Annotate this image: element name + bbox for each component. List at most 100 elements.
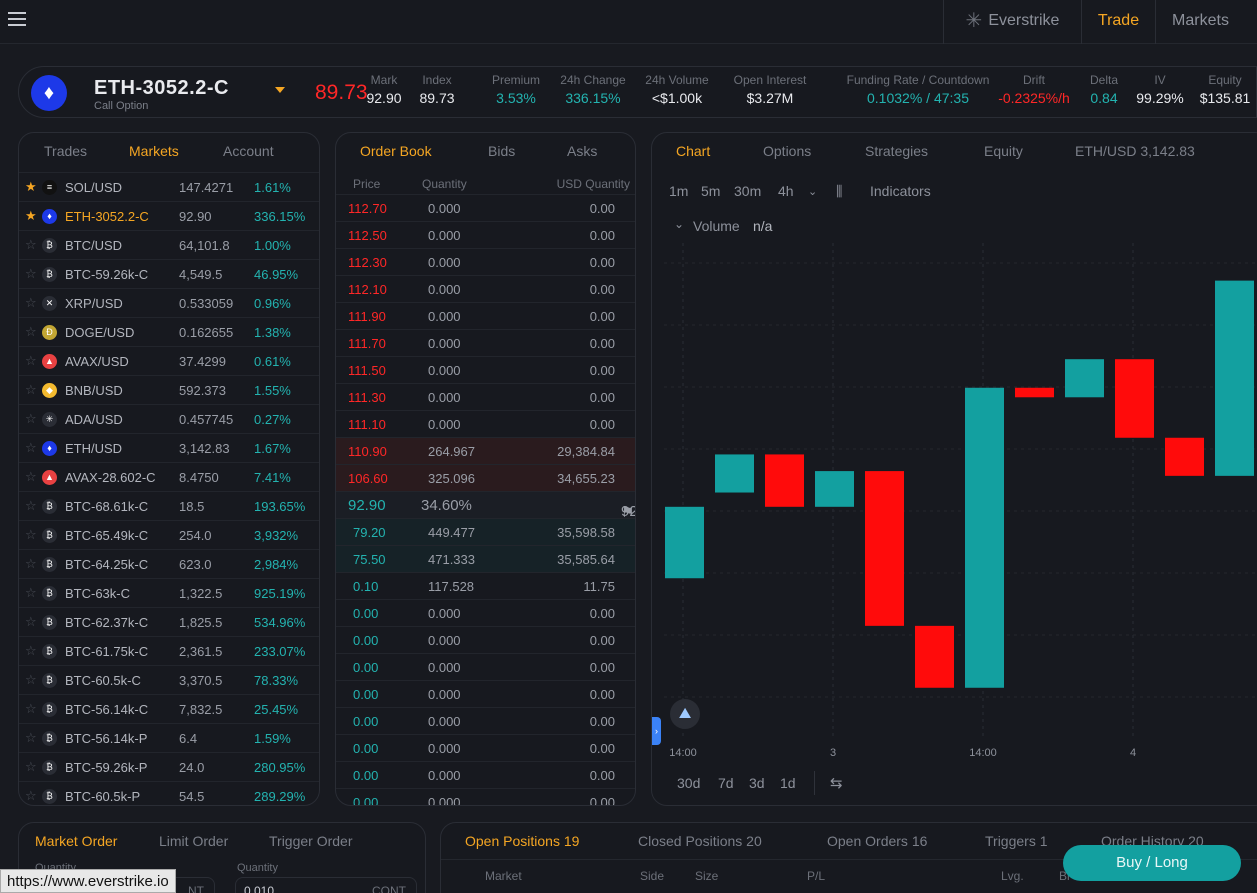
market-row[interactable]: ☆ ₿ BTC-59.26k-P 24.0 280.95% <box>19 752 319 781</box>
bid-row[interactable]: 75.50 471.333 35,585.64 <box>336 545 635 572</box>
tab-order-book[interactable]: Order Book <box>360 143 432 159</box>
star-icon[interactable]: ★ <box>25 179 37 194</box>
candle[interactable] <box>1115 359 1154 438</box>
bid-row[interactable]: 0.00 0.000 0.00 <box>336 707 635 734</box>
bid-row[interactable]: 0.00 0.000 0.00 <box>336 626 635 653</box>
market-row[interactable]: ☆ ₿ BTC-56.14k-P 6.4 1.59% <box>19 723 319 752</box>
tab-strategies[interactable]: Strategies <box>865 143 929 159</box>
candle[interactable] <box>965 387 1004 688</box>
buy-long-button[interactable]: Buy / Long <box>1063 845 1241 881</box>
market-row[interactable]: ☆ ₿ BTC-59.26k-C 4,549.5 46.95% <box>19 259 319 288</box>
star-icon[interactable]: ☆ <box>25 701 37 716</box>
market-row[interactable]: ☆ Ð DOGE/USD 0.162655 1.38% <box>19 317 319 346</box>
tab-chart[interactable]: Chart <box>676 143 711 159</box>
tab-bids[interactable]: Bids <box>488 143 516 159</box>
bid-row[interactable]: 0.00 0.000 0.00 <box>336 734 635 761</box>
market-row[interactable]: ☆ ₿ BTC-60.5k-C 3,370.5 78.33% <box>19 665 319 694</box>
tab-closed-positions[interactable]: Closed Positions 20 <box>638 833 762 849</box>
tradingview-logo-icon[interactable]: ⛰ <box>670 699 700 729</box>
market-row[interactable]: ☆ ₿ BTC/USD 64,101.8 1.00% <box>19 230 319 259</box>
timeframe-5m[interactable]: 5m <box>701 183 721 199</box>
nav-markets[interactable]: Markets <box>1155 0 1245 44</box>
star-icon[interactable]: ☆ <box>25 498 37 513</box>
date-range-icon[interactable]: ⇆ <box>830 775 843 792</box>
chevron-down-icon[interactable] <box>275 87 285 93</box>
sidebar-toggle-handle[interactable]: › <box>652 717 661 745</box>
bid-row[interactable]: 0.00 0.000 0.00 <box>336 680 635 707</box>
tab-triggers[interactable]: Triggers 1 <box>985 833 1048 849</box>
ask-row[interactable]: 112.10 0.000 0.00 <box>336 275 635 302</box>
candle[interactable] <box>665 506 704 579</box>
ask-row[interactable]: 112.50 0.000 0.00 <box>336 221 635 248</box>
candle[interactable] <box>1165 437 1204 476</box>
star-icon[interactable]: ☆ <box>25 672 37 687</box>
candle[interactable] <box>715 454 754 493</box>
star-icon[interactable]: ☆ <box>25 614 37 629</box>
star-icon[interactable]: ☆ <box>25 353 37 368</box>
hamburger-menu-icon[interactable] <box>8 12 26 28</box>
nav-trade[interactable]: Trade <box>1081 0 1155 44</box>
range-3d[interactable]: 3d <box>749 775 765 791</box>
market-row[interactable]: ☆ ₿ BTC-61.75k-C 2,361.5 233.07% <box>19 636 319 665</box>
tab-options[interactable]: Options <box>763 143 812 159</box>
bid-row[interactable]: 0.00 0.000 0.00 <box>336 599 635 626</box>
market-row[interactable]: ☆ ♦ ETH/USD 3,142.83 1.67% <box>19 433 319 462</box>
ask-row[interactable]: 111.90 0.000 0.00 <box>336 302 635 329</box>
market-row[interactable]: ☆ ✕ XRP/USD 0.533059 0.96% <box>19 288 319 317</box>
star-icon[interactable]: ☆ <box>25 411 37 426</box>
ask-row[interactable]: 111.50 0.000 0.00 <box>336 356 635 383</box>
quantity-contracts-input[interactable]: 0.010 CONT <box>235 877 417 893</box>
candlestick-chart[interactable]: 14:00 3 14:00 4 <box>652 133 1257 806</box>
star-icon[interactable]: ★ <box>25 208 37 223</box>
tab-market-order[interactable]: Market Order <box>35 833 118 849</box>
chevron-down-icon[interactable]: ⌄ <box>808 186 818 198</box>
market-row[interactable]: ☆ ▲ AVAX-28.602-C 8.4750 7.41% <box>19 462 319 491</box>
market-row[interactable]: ☆ ✳ ADA/USD 0.457745 0.27% <box>19 404 319 433</box>
tab-limit-order[interactable]: Limit Order <box>159 833 229 849</box>
candle[interactable] <box>815 471 854 507</box>
timeframe-4h[interactable]: 4h <box>778 183 794 199</box>
range-1d[interactable]: 1d <box>780 775 796 791</box>
market-row[interactable]: ☆ ▲ AVAX/USD 37.4299 0.61% <box>19 346 319 375</box>
star-icon[interactable]: ☆ <box>25 469 37 484</box>
range-7d[interactable]: 7d <box>718 775 734 791</box>
market-row[interactable]: ☆ ₿ BTC-62.37k-C 1,825.5 534.96% <box>19 607 319 636</box>
tab-trigger-order[interactable]: Trigger Order <box>269 833 353 849</box>
timeframe-30m[interactable]: 30m <box>734 183 762 199</box>
bid-row[interactable]: 79.20 449.477 35,598.58 <box>336 518 635 545</box>
market-row[interactable]: ★ ♦ ETH-3052.2-C 92.90 336.15% <box>19 201 319 230</box>
star-icon[interactable]: ☆ <box>25 266 37 281</box>
bid-row[interactable]: 0.10 117.528 11.75 <box>336 572 635 599</box>
tab-eth-usd[interactable]: ETH/USD 3,142.83 <box>1075 143 1195 159</box>
market-row[interactable]: ☆ ₿ BTC-63k-C 1,322.5 925.19% <box>19 578 319 607</box>
ask-row[interactable]: 112.30 0.000 0.00 <box>336 248 635 275</box>
star-icon[interactable]: ☆ <box>25 585 37 600</box>
ask-row[interactable]: 112.70 0.000 0.00 <box>336 194 635 221</box>
bid-row[interactable]: 0.00 0.000 0.00 <box>336 653 635 680</box>
star-icon[interactable]: ☆ <box>25 440 37 455</box>
tab-open-orders[interactable]: Open Orders 16 <box>827 833 928 849</box>
ask-row[interactable]: 111.10 0.000 0.00 <box>336 410 635 437</box>
ask-row[interactable]: 106.60 325.096 34,655.23 <box>336 464 635 491</box>
ask-row[interactable]: 111.70 0.000 0.00 <box>336 329 635 356</box>
ask-row[interactable]: 110.90 264.967 29,384.84 <box>336 437 635 464</box>
candle[interactable] <box>765 454 804 507</box>
indicators-button[interactable]: Indicators <box>870 183 931 199</box>
star-icon[interactable]: ☆ <box>25 295 37 310</box>
star-icon[interactable]: ☆ <box>25 324 37 339</box>
star-icon[interactable]: ☆ <box>25 788 37 803</box>
timeframe-1m[interactable]: 1m <box>669 183 689 199</box>
market-row[interactable]: ☆ ₿ BTC-64.25k-C 623.0 2,984% <box>19 549 319 578</box>
candlestick-type-icon[interactable]: ⫼ <box>836 183 843 199</box>
star-icon[interactable]: ☆ <box>25 527 37 542</box>
market-row[interactable]: ☆ ₿ BTC-68.61k-C 18.5 193.65% <box>19 491 319 520</box>
market-row[interactable]: ☆ ◆ BNB/USD 592.373 1.55% <box>19 375 319 404</box>
market-row[interactable]: ☆ ₿ BTC-65.49k-C 254.0 3,932% <box>19 520 319 549</box>
star-icon[interactable]: ☆ <box>25 237 37 252</box>
tab-asks[interactable]: Asks <box>567 143 598 159</box>
candle[interactable] <box>1065 359 1104 398</box>
tab-markets[interactable]: Markets <box>129 143 179 159</box>
candle[interactable] <box>1015 387 1054 398</box>
market-row[interactable]: ★ ≡ SOL/USD 147.4271 1.61% <box>19 172 319 201</box>
market-row[interactable]: ☆ ₿ BTC-60.5k-P 54.5 289.29% <box>19 781 319 805</box>
